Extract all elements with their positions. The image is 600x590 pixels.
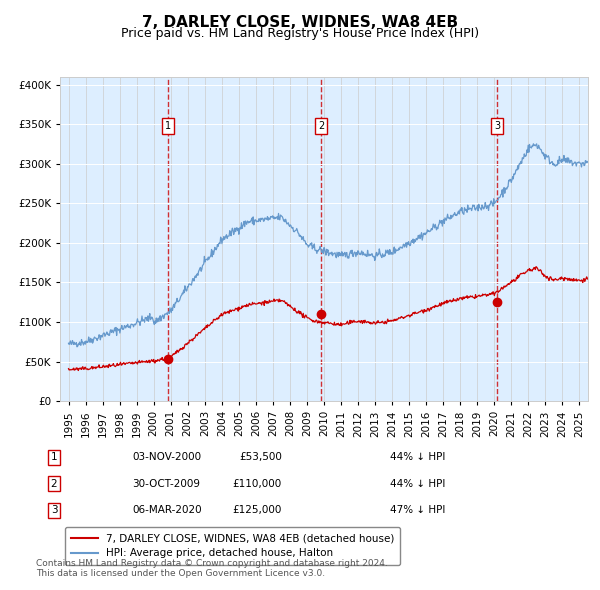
Text: £53,500: £53,500	[239, 453, 282, 462]
Text: £110,000: £110,000	[233, 479, 282, 489]
Text: 30-OCT-2009: 30-OCT-2009	[132, 479, 200, 489]
Text: Contains HM Land Registry data © Crown copyright and database right 2024.
This d: Contains HM Land Registry data © Crown c…	[36, 559, 388, 578]
Text: 44% ↓ HPI: 44% ↓ HPI	[390, 453, 445, 462]
Text: 44% ↓ HPI: 44% ↓ HPI	[390, 479, 445, 489]
Text: 06-MAR-2020: 06-MAR-2020	[132, 506, 202, 515]
Text: 2: 2	[318, 121, 324, 131]
Text: Price paid vs. HM Land Registry's House Price Index (HPI): Price paid vs. HM Land Registry's House …	[121, 27, 479, 40]
Text: 1: 1	[165, 121, 171, 131]
Text: 47% ↓ HPI: 47% ↓ HPI	[390, 506, 445, 515]
Text: £125,000: £125,000	[233, 506, 282, 515]
Text: 1: 1	[50, 453, 58, 462]
Text: 7, DARLEY CLOSE, WIDNES, WA8 4EB: 7, DARLEY CLOSE, WIDNES, WA8 4EB	[142, 15, 458, 30]
Text: 03-NOV-2000: 03-NOV-2000	[132, 453, 201, 462]
Text: 3: 3	[494, 121, 500, 131]
Legend: 7, DARLEY CLOSE, WIDNES, WA8 4EB (detached house), HPI: Average price, detached : 7, DARLEY CLOSE, WIDNES, WA8 4EB (detach…	[65, 527, 400, 565]
Text: 3: 3	[50, 506, 58, 515]
Text: 2: 2	[50, 479, 58, 489]
